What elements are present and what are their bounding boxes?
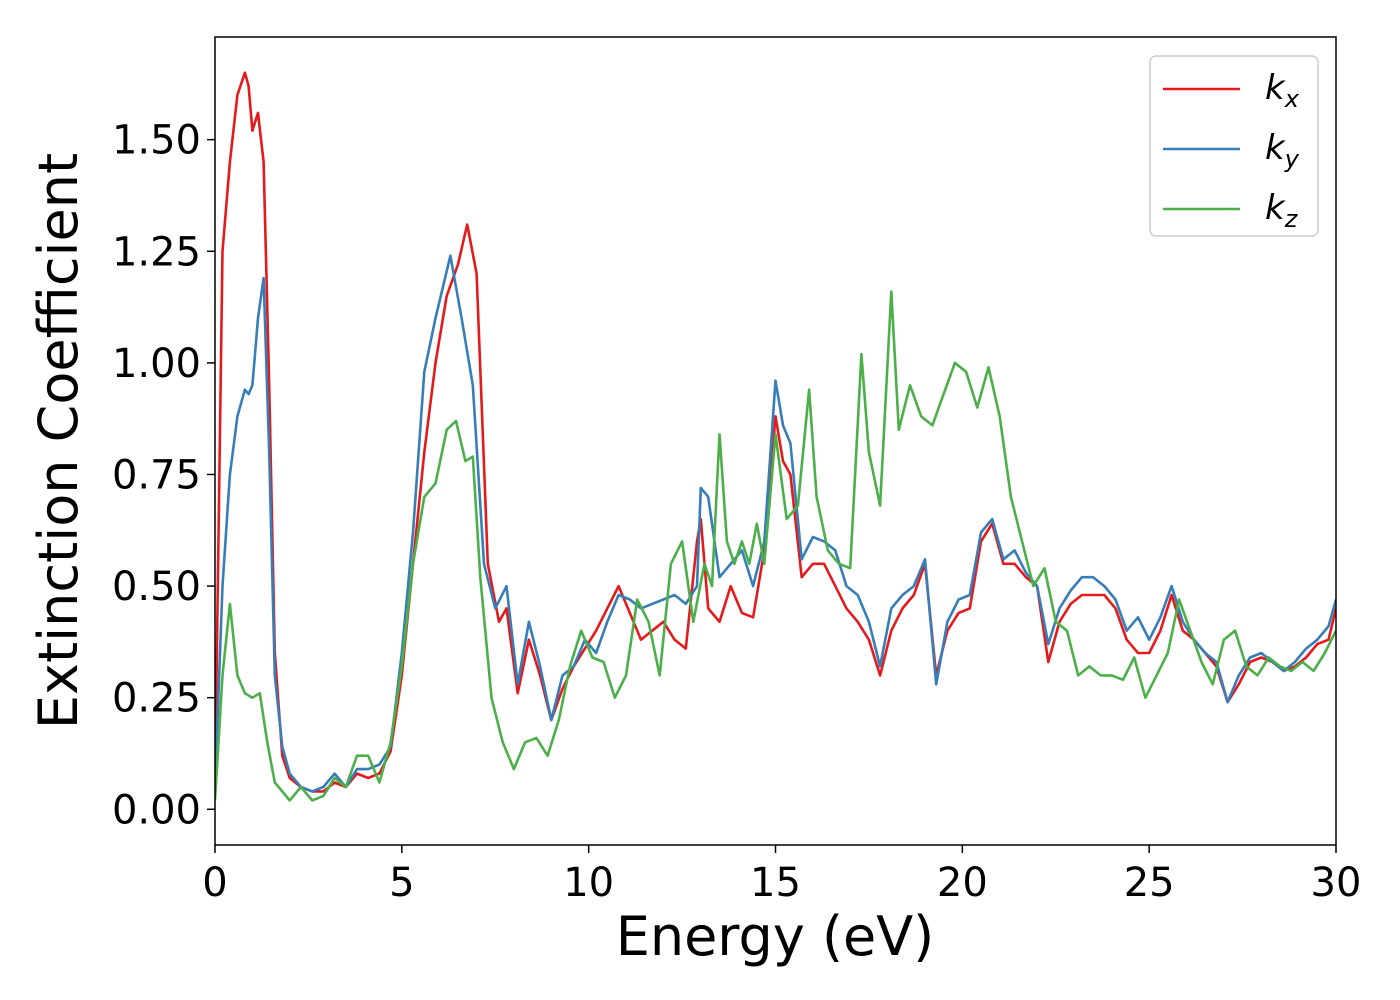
series-layer xyxy=(215,71,1336,802)
x-axis: 0 5 10 15 20 25 30 xyxy=(202,845,1361,906)
y-tick-label: 0.75 xyxy=(112,452,201,498)
y-axis-label: Extinction Coefficient xyxy=(27,153,90,729)
x-tick-label: 20 xyxy=(937,860,988,906)
legend-label-ky: ky xyxy=(1265,128,1300,173)
y-tick-label: 0.00 xyxy=(112,787,201,833)
x-tick-label: 30 xyxy=(1311,860,1362,906)
legend: kx ky kz xyxy=(1149,55,1319,237)
series-line-ky xyxy=(215,254,1336,793)
legend-box xyxy=(1149,55,1319,237)
x-tick-label: 10 xyxy=(563,860,614,906)
series-line-kz xyxy=(215,290,1336,802)
x-axis-label: Energy (eV) xyxy=(616,905,935,968)
x-tick-label: 5 xyxy=(389,860,414,906)
legend-label-kz: kz xyxy=(1265,188,1299,233)
y-tick-label: 1.50 xyxy=(112,118,201,164)
series-line-kx xyxy=(215,71,1336,793)
y-tick-label: 1.25 xyxy=(112,229,201,275)
x-tick-label: 15 xyxy=(750,860,801,906)
x-tick-label: 0 xyxy=(202,860,227,906)
y-axis: 0.00 0.25 0.50 0.75 1.00 1.25 1.50 xyxy=(112,118,215,833)
y-tick-label: 0.50 xyxy=(112,564,201,610)
y-tick-label: 1.00 xyxy=(112,341,201,387)
legend-label-kx: kx xyxy=(1265,68,1300,113)
x-tick-label: 25 xyxy=(1124,860,1175,906)
y-tick-label: 0.25 xyxy=(112,676,201,722)
